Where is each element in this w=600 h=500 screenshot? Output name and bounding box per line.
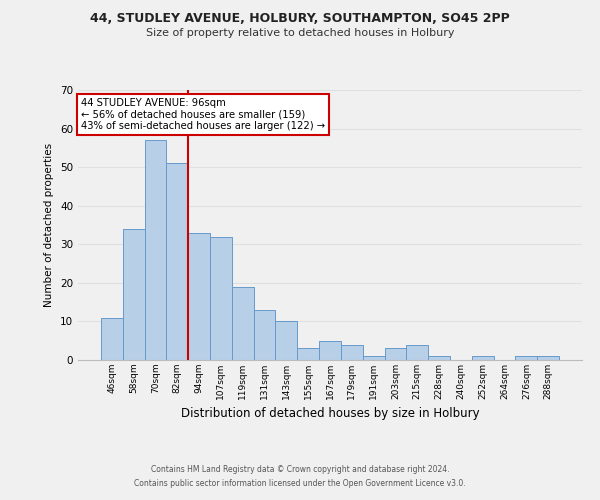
Bar: [210, 236, 232, 360]
Y-axis label: Number of detached properties: Number of detached properties: [44, 143, 55, 307]
X-axis label: Distribution of detached houses by size in Holbury: Distribution of detached houses by size …: [181, 408, 479, 420]
Bar: [188, 232, 210, 360]
Bar: [341, 344, 363, 360]
Bar: [166, 164, 188, 360]
Bar: [385, 348, 406, 360]
Bar: [363, 356, 385, 360]
Text: 44 STUDLEY AVENUE: 96sqm
← 56% of detached houses are smaller (159)
43% of semi-: 44 STUDLEY AVENUE: 96sqm ← 56% of detach…: [80, 98, 325, 132]
Text: Contains HM Land Registry data © Crown copyright and database right 2024.
Contai: Contains HM Land Registry data © Crown c…: [134, 466, 466, 487]
Bar: [472, 356, 494, 360]
Bar: [101, 318, 123, 360]
Bar: [275, 322, 297, 360]
Bar: [428, 356, 450, 360]
Text: 44, STUDLEY AVENUE, HOLBURY, SOUTHAMPTON, SO45 2PP: 44, STUDLEY AVENUE, HOLBURY, SOUTHAMPTON…: [90, 12, 510, 26]
Bar: [537, 356, 559, 360]
Bar: [297, 348, 319, 360]
Bar: [254, 310, 275, 360]
Bar: [145, 140, 166, 360]
Bar: [406, 344, 428, 360]
Bar: [123, 229, 145, 360]
Bar: [515, 356, 537, 360]
Text: Size of property relative to detached houses in Holbury: Size of property relative to detached ho…: [146, 28, 454, 38]
Bar: [232, 286, 254, 360]
Bar: [319, 340, 341, 360]
